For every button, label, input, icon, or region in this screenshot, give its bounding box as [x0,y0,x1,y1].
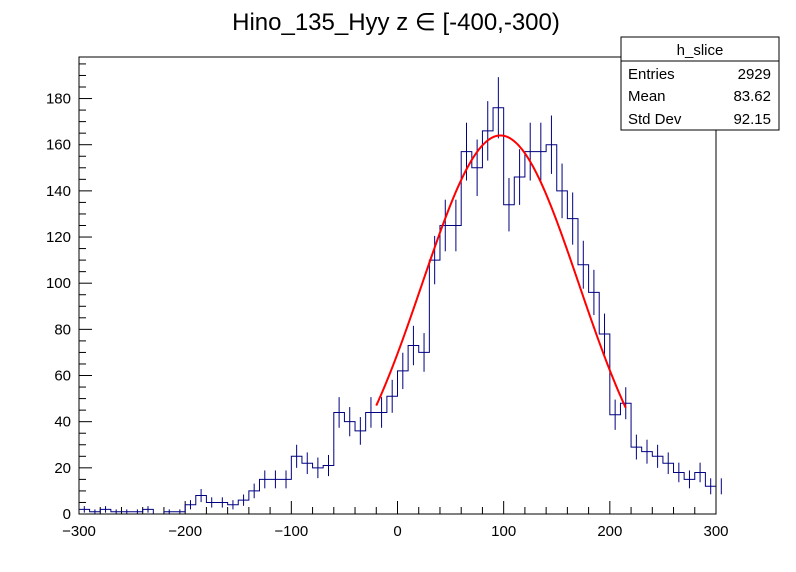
y-tick-label: 40 [54,414,71,431]
plot-frame [78,56,717,515]
x-tick-label: 0 [393,523,401,540]
y-tick-label: 160 [46,137,71,154]
stats-label-stddev: Std Dev [628,111,682,128]
histogram-step-line [79,107,716,515]
y-tick-label: 20 [54,460,71,477]
y-tick-label: 0 [63,506,71,523]
error-bars [83,77,722,514]
stats-value-entries: 2929 [738,66,771,83]
y-tick-label: 80 [54,321,71,338]
chart-title: Hino_135_Hyy z ∈ [-400,-300) [232,9,560,36]
x-tick-label: 200 [597,523,622,540]
y-tick-label: 180 [46,91,71,108]
y-tick-label: 140 [46,183,71,200]
stats-box: h_slice Entries 2929 Mean 83.62 Std Dev … [620,36,780,131]
stats-label-entries: Entries [628,66,675,83]
stats-value-stddev: 92.15 [733,111,771,128]
stats-value-mean: 83.62 [733,88,771,105]
plot-axes: −300 −200 −100 0 100 200 300 0 20 40 60 80 100 120 140… [46,63,729,540]
y-tick-label: 60 [54,368,71,385]
x-tick-label: −300 [62,523,96,540]
gaussian-fit [375,134,627,409]
fit-curve [375,134,627,409]
stats-label-mean: Mean [628,88,666,105]
stats-box-title: h_slice [677,42,724,59]
x-tick-label: 100 [491,523,516,540]
y-tick-label: 100 [46,275,71,292]
x-tick-label: 300 [703,523,728,540]
x-tick-label: −100 [274,523,308,540]
histogram-series [79,107,716,515]
x-tick-label: −200 [168,523,202,540]
y-tick-label: 120 [46,229,71,246]
